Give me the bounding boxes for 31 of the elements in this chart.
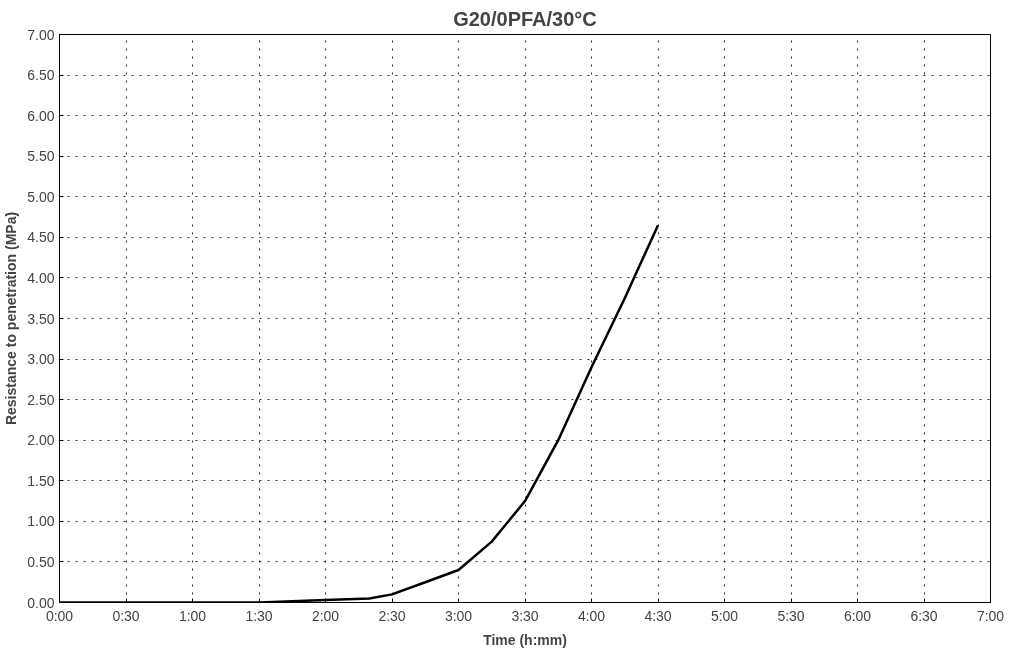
y-tick-label: 5.50 [27,148,55,165]
x-tick-label: 1:00 [178,607,207,624]
x-tick-label: 3:00 [444,607,473,624]
x-tick-label: 0:30 [112,607,140,624]
y-tick-label: 1.50 [27,472,55,489]
x-tick-label: 5:30 [777,607,805,624]
x-tick-label: 5:00 [710,607,739,624]
y-tick-label: 2.50 [27,391,55,408]
chart-title: G20/0PFA/30°C [453,7,597,30]
x-tick-label: 6:00 [843,607,872,624]
y-tick-label: 5.00 [27,188,55,205]
y-tick-label: 4.50 [27,229,55,246]
x-tick-label: 2:00 [311,607,340,624]
y-tick-label: 2.00 [27,432,55,449]
x-tick-label: 4:00 [577,607,606,624]
x-tick-label: 4:30 [644,607,672,624]
y-tick-label: 4.00 [27,269,55,286]
x-tick-label: 2:30 [378,607,406,624]
x-axis-title: Time (h:mm) [483,631,567,648]
x-tick-label: 3:30 [511,607,539,624]
y-tick-label: 7.00 [27,26,55,43]
y-tick-label: 1.00 [27,513,55,530]
y-axis-title: Resistance to penetration (MPa) [3,211,20,426]
y-tick-label: 6.50 [27,67,55,84]
y-tick-label: 6.00 [27,107,55,124]
y-tick-label: 0.50 [27,553,55,570]
y-tick-label: 3.00 [27,351,55,368]
x-tick-label: 1:30 [245,607,273,624]
x-tick-label: 6:30 [910,607,938,624]
x-tick-label: 7:00 [976,607,1005,624]
y-tick-label: 3.50 [27,310,55,327]
